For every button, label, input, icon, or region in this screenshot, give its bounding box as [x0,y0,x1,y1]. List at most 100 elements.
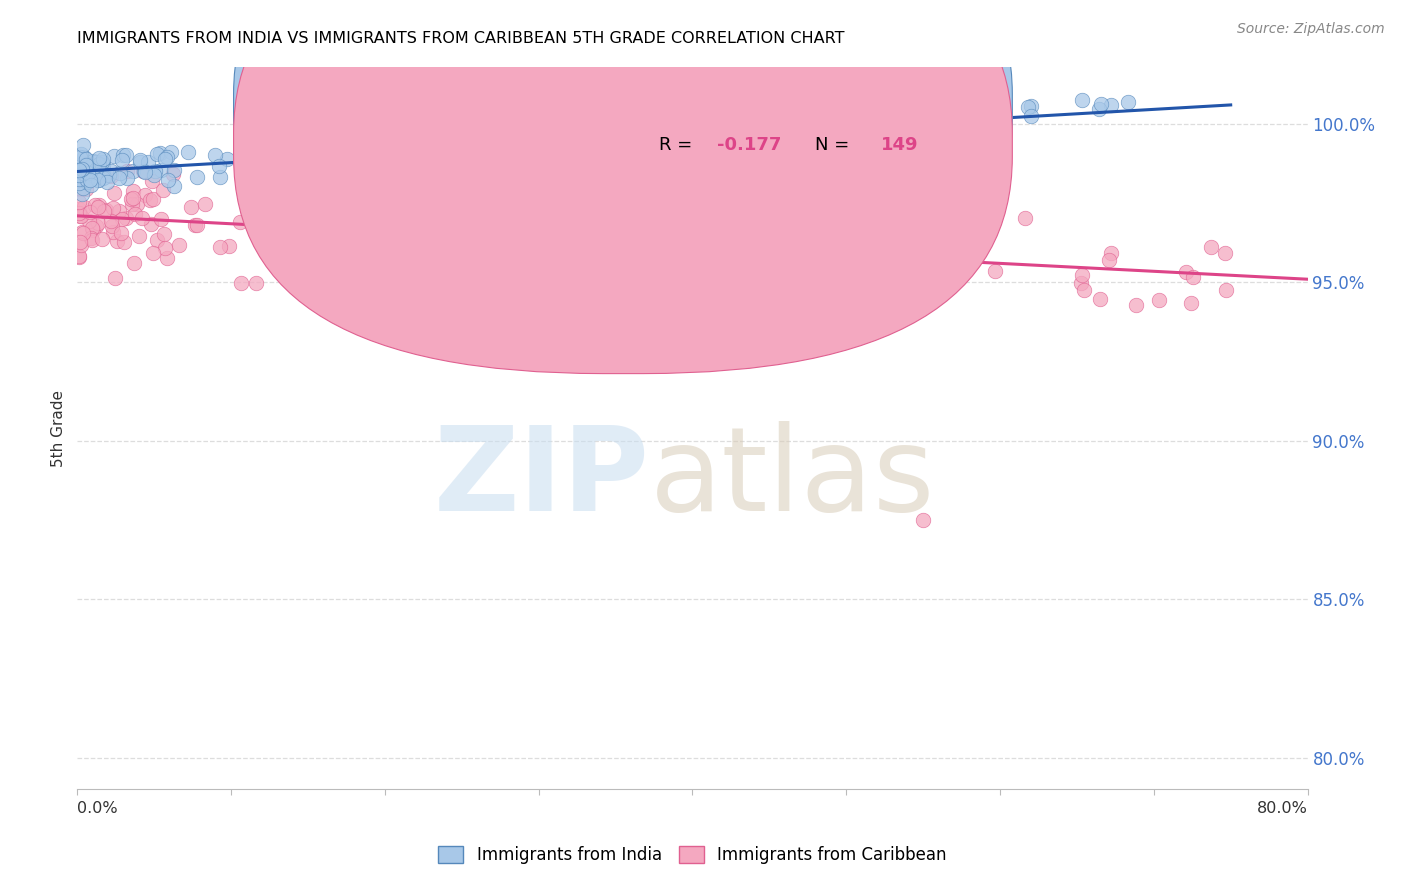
Point [110,226,132,240]
Point [76,158,98,172]
Point [72,161,94,175]
Point [209,240,232,254]
Point [87,198,110,212]
Point [740,286,762,301]
Point [396,276,419,290]
Point [70,164,93,178]
Point [1090,96,1112,111]
Point [523,222,546,236]
Point [1125,297,1147,311]
Point [155,152,177,166]
Point [277,265,299,279]
Point [86,172,108,186]
Point [162,167,184,181]
Point [301,159,323,173]
Text: -0.177: -0.177 [717,136,782,154]
Point [1019,109,1042,123]
Point [245,276,267,290]
Point [91,158,114,172]
Point [91,170,114,185]
Point [82,233,104,247]
Point [209,170,232,185]
Point [143,163,166,178]
Point [884,219,907,233]
Point [569,238,592,252]
Point [838,234,860,248]
Point [84,154,107,169]
Point [1071,268,1094,282]
Point [67,206,90,220]
Point [101,219,124,233]
FancyBboxPatch shape [233,0,1012,334]
Point [229,215,252,229]
Point [75,152,97,166]
Text: 149: 149 [880,136,918,154]
Point [72,164,94,178]
Point [194,197,217,211]
Point [1019,98,1042,112]
Point [758,227,780,241]
Point [316,270,339,285]
Point [149,163,172,178]
Point [163,162,186,177]
Point [139,193,162,207]
Point [69,235,91,249]
Text: Source: ZipAtlas.com: Source: ZipAtlas.com [1237,22,1385,37]
Point [1070,93,1092,107]
Point [132,164,155,178]
Point [70,186,93,201]
Point [108,166,131,180]
Point [122,184,145,198]
Point [146,234,169,248]
Point [446,229,468,244]
Point [100,164,122,178]
Point [315,160,337,174]
Point [107,204,129,219]
Point [72,200,94,214]
Point [96,203,118,218]
Point [1073,283,1095,297]
Point [87,216,110,230]
Point [69,210,91,224]
Point [167,237,190,252]
Point [302,187,325,202]
Point [1147,293,1170,307]
Point [153,227,176,241]
Point [1118,95,1140,109]
Point [1180,295,1202,310]
Point [321,252,343,267]
Point [385,222,408,236]
Point [156,150,179,164]
Point [373,207,395,221]
Point [368,242,391,256]
Point [115,171,138,186]
Text: atlas: atlas [650,421,935,536]
Point [304,151,326,165]
Point [83,169,105,184]
Point [67,202,90,216]
Point [266,143,288,157]
Point [76,173,98,187]
Point [1174,265,1197,279]
FancyBboxPatch shape [588,87,976,164]
Point [72,166,94,180]
Point [67,249,90,263]
Point [780,128,803,143]
Point [80,178,103,193]
Point [177,145,200,159]
Point [759,188,782,202]
Point [984,264,1007,278]
Point [70,147,93,161]
Point [124,255,146,269]
Point [1182,269,1205,284]
Text: 80.0%: 80.0% [1257,801,1308,816]
Point [91,232,114,246]
Point [69,151,91,165]
Point [96,175,118,189]
Point [128,155,150,169]
Point [75,157,97,171]
Point [447,210,470,224]
Point [105,235,128,249]
Point [149,145,172,160]
Point [103,202,125,216]
